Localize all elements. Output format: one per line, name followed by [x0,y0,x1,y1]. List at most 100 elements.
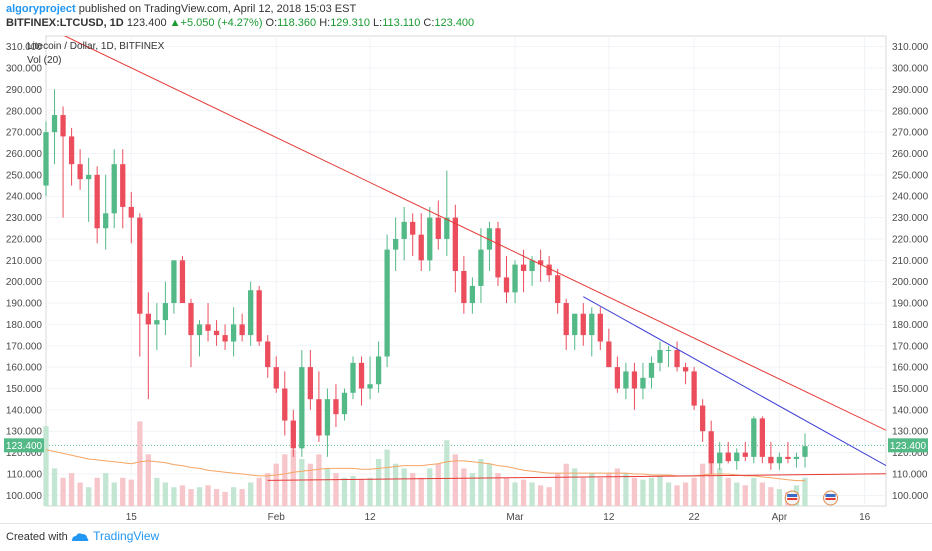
candle-body [265,341,271,368]
candle [682,362,689,385]
candle-body [120,164,126,207]
y-tick-label-left: 190.000 [6,299,43,310]
candle-body [461,271,467,304]
volume-indicator-label: Vol (20) [27,55,61,66]
event-marker-1[interactable] [784,490,800,506]
candle [802,433,808,468]
volume-bar [350,475,356,506]
candle [572,313,578,351]
candle-body [725,452,731,462]
candle-body [478,249,484,286]
y-tick-label-right: 280.000 [892,106,929,117]
candle-body [563,303,569,336]
trendlines[interactable] [20,32,932,506]
candle-body [358,362,365,389]
candle-body [606,341,612,368]
volume-bar [85,487,92,506]
published-text: published on TradingView.com, April 12, … [78,3,357,15]
volume-bar [742,485,748,506]
last-price-badge-text-left: 123.400 [6,441,43,452]
y-tick-label-left: 210.000 [6,256,43,267]
candle [700,399,706,442]
volume-bar [410,473,416,506]
y-tick-label-right: 100.000 [892,491,929,502]
y-tick-label-left: 110.000 [7,469,43,480]
y-tick-label-left: 240.000 [6,192,43,203]
candle [589,307,595,357]
trendline-red-downtrend[interactable] [20,32,932,506]
volume-bar [188,489,194,506]
volume-bar [162,482,169,506]
volume-bar [145,454,151,506]
candle [418,213,424,271]
tradingview-logo[interactable]: TradingView [70,529,159,543]
volume-bar [682,482,689,506]
volume-bar [120,477,126,506]
candle [495,221,501,286]
candle-body [665,350,672,352]
trendline-red-support[interactable] [267,472,932,481]
volume-bar [51,468,58,506]
y-tick-label-left: 130.000 [6,427,43,438]
trendline-blue-downtrend[interactable] [583,296,932,506]
candle-body [717,452,723,464]
candle-body [486,228,493,250]
candle [222,324,228,351]
volume-bar [299,459,305,506]
candle [640,362,646,400]
candle-body [43,132,49,186]
candle [358,356,365,406]
tradingview-cloud-icon [72,533,89,541]
candle-body [529,260,535,271]
volume-bar [265,473,271,506]
candle [324,388,331,457]
volume-bar [213,489,220,506]
volume-bar [751,477,757,506]
candle-body [580,313,586,336]
volume-bar [273,463,279,506]
candle-body [802,446,808,457]
candle-body [495,228,501,278]
candle-body [401,221,407,239]
candle-body [299,367,305,449]
volume-bar [631,477,638,506]
volume-bar [606,473,612,506]
symbol-label: BITFINEX:LTCUSD, 1D [6,17,124,29]
author-link[interactable]: algoryproject [6,3,76,15]
volume-bar [222,491,228,506]
flag-icon-stripe [825,494,836,497]
volume-bar [43,426,49,506]
candle-body [290,420,296,449]
candle-body [648,362,655,378]
candle [60,106,66,218]
candle-body [520,264,527,271]
candle [461,256,467,314]
candle-body [700,405,706,432]
candle-body [572,313,578,336]
candle-body [230,324,237,342]
candle-body [546,264,552,276]
x-tick-label: Mar [506,512,524,523]
y-tick-label-right: 290.000 [892,85,929,96]
candle-body [111,164,117,214]
y-tick-label-left: 200.000 [6,277,43,288]
candle [725,441,731,464]
candle-body [469,285,476,304]
volume-bar [435,463,441,506]
candle-body [145,313,151,325]
candle [111,149,117,229]
close-label: C: [423,17,435,29]
low-value: 113.110 [382,17,421,29]
volume-bar [520,479,527,506]
event-markers[interactable] [784,490,839,506]
chart-grid [45,35,887,507]
x-tick-label: 12 [603,512,615,523]
candle [776,452,783,470]
event-marker-2[interactable] [823,490,839,506]
y-tick-label-left: 250.000 [6,170,43,181]
candle-body [589,313,595,336]
volume-bar [614,468,621,506]
price-chart[interactable]: 100.000 100.000 110.000 110.000 120.000 120.0… [0,32,932,523]
candle-body [85,174,92,180]
candle-body [162,303,169,321]
